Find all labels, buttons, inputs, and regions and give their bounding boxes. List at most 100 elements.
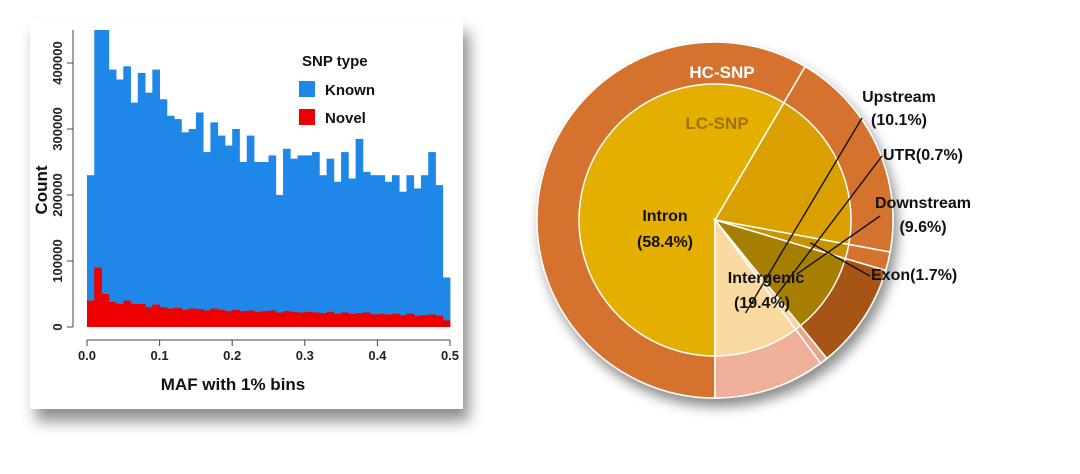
bar-known xyxy=(130,102,139,327)
bar-novel xyxy=(224,311,233,327)
bar-novel xyxy=(159,307,168,327)
bar-known xyxy=(391,175,400,327)
legend-swatch-known xyxy=(299,81,315,97)
bar-novel xyxy=(101,294,110,327)
bar-known xyxy=(101,30,110,327)
bar-novel xyxy=(145,307,153,327)
x-tick-label: 0.0 xyxy=(78,348,96,363)
bar-known xyxy=(413,188,422,327)
bar-novel xyxy=(420,315,429,327)
y-tick-label: 100000 xyxy=(50,239,65,282)
leader-line-upstream xyxy=(744,117,863,314)
label-intron-name: Intron xyxy=(642,208,687,225)
leader-line-downstream xyxy=(795,215,881,276)
legend-swatch-novel xyxy=(299,109,315,125)
y-tick-label: 0 xyxy=(50,323,65,330)
bar-novel xyxy=(362,312,371,327)
bar-known xyxy=(195,112,204,327)
slice-lc-snp-intergenic xyxy=(713,101,852,246)
x-tick-label: 0.1 xyxy=(151,348,169,363)
bar-known xyxy=(290,158,298,327)
bar-novel xyxy=(261,311,269,327)
bar-known xyxy=(333,181,342,327)
label-intergenic-pct: (19.4%) xyxy=(734,295,790,312)
bar-known xyxy=(181,132,190,327)
bar-novel xyxy=(304,311,313,327)
bar-novel xyxy=(137,303,146,327)
leader-line-utr xyxy=(774,155,883,298)
x-tick-label: 0.5 xyxy=(441,348,459,363)
y-tick-label: 200000 xyxy=(50,173,65,216)
bar-novel xyxy=(326,311,335,327)
label-exon: Exon(1.7%) xyxy=(871,267,957,284)
lc-snp-label: LC-SNP xyxy=(685,114,748,133)
bar-novel xyxy=(341,312,349,327)
bar-known xyxy=(275,195,284,327)
label-intergenic-name: Intergenic xyxy=(728,270,805,287)
bar-known xyxy=(428,152,436,327)
bar-novel xyxy=(377,313,386,327)
bar-known xyxy=(261,162,269,327)
x-tick-label: 0.2 xyxy=(223,348,241,363)
bar-novel xyxy=(399,315,407,327)
bar-novel xyxy=(253,311,262,327)
label-downstream-name: Downstream xyxy=(875,195,971,212)
bar-known xyxy=(283,148,291,327)
bar-known xyxy=(224,145,233,327)
bar-known xyxy=(435,185,444,327)
bar-known xyxy=(319,175,327,327)
x-axis-title: MAF with 1% bins xyxy=(161,375,306,394)
bar-novel xyxy=(297,312,306,327)
bar-novel xyxy=(275,312,284,327)
bar-known xyxy=(348,178,357,327)
legend-label-known: Known xyxy=(325,82,375,99)
bar-known xyxy=(442,277,451,327)
leader-line-exon xyxy=(809,242,871,277)
bar-novel xyxy=(87,300,95,327)
bar-known xyxy=(116,79,124,327)
bar-known xyxy=(420,175,429,327)
bar-known xyxy=(137,72,146,328)
bar-novel xyxy=(195,309,204,327)
bar-known xyxy=(188,129,197,327)
bar-known xyxy=(384,181,393,327)
bar-known xyxy=(108,69,117,327)
bar-novel xyxy=(188,308,197,327)
bar-known xyxy=(341,152,349,327)
bar-novel xyxy=(413,315,422,327)
bar-novel xyxy=(355,313,364,327)
bar-known xyxy=(377,175,386,327)
slice-lc-snp-intron xyxy=(578,83,785,357)
bar-known xyxy=(94,30,102,327)
bar-known xyxy=(253,162,262,327)
bar-known xyxy=(174,119,182,327)
bar-novel xyxy=(391,313,400,327)
bar-novel xyxy=(384,314,393,327)
bar-novel xyxy=(217,309,226,327)
bar-known xyxy=(268,155,277,327)
bar-known xyxy=(87,175,95,327)
bar-novel xyxy=(348,313,357,327)
hc-snp-label: HC-SNP xyxy=(689,63,754,82)
bar-known xyxy=(304,155,313,327)
histogram-panel: 0 100000 200000 300000 400000 0.0 0.1 0.2 0.3 0.4… xyxy=(30,20,463,409)
bar-novel xyxy=(130,303,139,327)
bar-novel xyxy=(174,307,182,327)
bar-known xyxy=(355,138,364,327)
x-tick-label: 0.3 xyxy=(296,348,314,363)
bar-known xyxy=(362,171,371,327)
bar-known xyxy=(210,122,219,328)
label-upstream-name: Upstream xyxy=(862,89,936,106)
bar-known xyxy=(246,135,255,327)
bar-novel xyxy=(290,311,298,327)
bar-known xyxy=(166,115,175,327)
bar-novel xyxy=(210,308,219,327)
bar-novel xyxy=(239,311,248,327)
bar-novel xyxy=(203,310,211,327)
bar-novel xyxy=(116,303,124,327)
bar-novel xyxy=(181,309,190,327)
bar-novel xyxy=(94,267,102,327)
label-downstream-pct: (9.6%) xyxy=(899,219,946,236)
bar-novel xyxy=(370,314,378,327)
bar-novel xyxy=(428,314,436,327)
